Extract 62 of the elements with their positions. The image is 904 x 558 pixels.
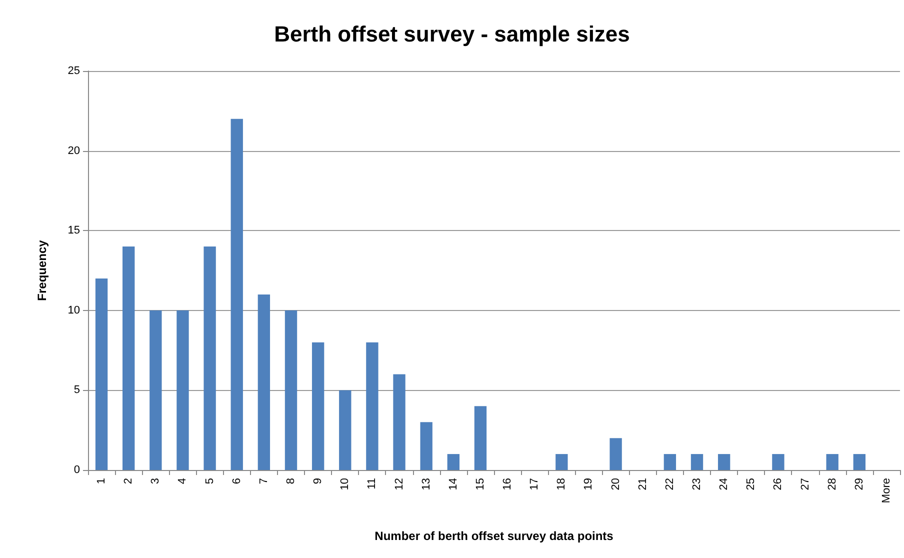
bar bbox=[826, 454, 838, 470]
x-tick-label: 4 bbox=[176, 478, 189, 484]
bar bbox=[284, 310, 298, 470]
x-tick-label: 11 bbox=[366, 478, 378, 490]
y-tick-label: 25 bbox=[68, 65, 80, 77]
bar bbox=[772, 454, 784, 470]
x-tick-label: 27 bbox=[799, 478, 812, 490]
bar bbox=[122, 246, 135, 470]
bar bbox=[853, 454, 866, 470]
x-tick-label: 17 bbox=[528, 478, 541, 490]
x-tick-label: 20 bbox=[610, 478, 622, 490]
x-tick-label: 19 bbox=[582, 478, 595, 490]
bar bbox=[447, 454, 460, 470]
bar bbox=[339, 390, 352, 470]
x-tick-label: 24 bbox=[718, 478, 730, 490]
bar bbox=[610, 438, 622, 470]
x-tick-label: 2 bbox=[122, 478, 135, 484]
x-tick-label: 10 bbox=[339, 478, 352, 490]
y-tick-label: 20 bbox=[68, 144, 80, 157]
x-axis-title: Number of berth offset survey data points bbox=[374, 529, 614, 543]
x-tick-label: 7 bbox=[258, 478, 270, 484]
bar bbox=[474, 406, 487, 470]
bar bbox=[176, 310, 189, 470]
bar bbox=[312, 342, 324, 470]
bar bbox=[718, 454, 730, 470]
bar bbox=[230, 118, 243, 470]
x-tick-label: 3 bbox=[150, 478, 162, 484]
x-tick-label: 5 bbox=[204, 478, 216, 484]
x-tick-label: 23 bbox=[691, 478, 703, 490]
x-tick-label: 21 bbox=[636, 478, 649, 490]
y-tick-label: 5 bbox=[74, 384, 80, 396]
x-tick-label: 25 bbox=[745, 478, 758, 490]
x-tick-label: 22 bbox=[664, 478, 676, 490]
x-tick-label: 6 bbox=[230, 478, 243, 484]
x-tick-label: 18 bbox=[556, 478, 568, 490]
x-tick-label: More bbox=[880, 478, 892, 504]
bar bbox=[664, 454, 676, 470]
x-tick-label: 16 bbox=[502, 478, 514, 490]
y-tick-label: 10 bbox=[68, 304, 80, 316]
bar bbox=[95, 278, 108, 470]
bar bbox=[420, 422, 432, 470]
bar bbox=[204, 246, 216, 470]
bar bbox=[258, 294, 270, 470]
bar bbox=[393, 374, 406, 470]
x-tick-label: 28 bbox=[826, 478, 838, 490]
y-tick-label: 0 bbox=[74, 464, 80, 476]
x-tick-label: 1 bbox=[96, 478, 108, 484]
x-tick-label: 15 bbox=[474, 478, 486, 490]
x-tick-label: 13 bbox=[420, 478, 432, 490]
x-tick-label: 14 bbox=[447, 478, 460, 490]
y-tick-label: 15 bbox=[68, 224, 80, 237]
x-tick-label: 26 bbox=[772, 478, 784, 490]
bar bbox=[690, 454, 704, 470]
y-axis-title: Frequency bbox=[35, 240, 49, 301]
x-tick-label: 9 bbox=[312, 478, 324, 484]
bar bbox=[150, 310, 162, 470]
x-tick-label: 8 bbox=[285, 478, 297, 484]
bar bbox=[366, 342, 378, 470]
x-tick-label: 12 bbox=[393, 478, 406, 490]
chart-title: Berth offset survey - sample sizes bbox=[274, 22, 630, 46]
x-tick-label: 29 bbox=[853, 478, 866, 490]
bar bbox=[556, 454, 568, 470]
